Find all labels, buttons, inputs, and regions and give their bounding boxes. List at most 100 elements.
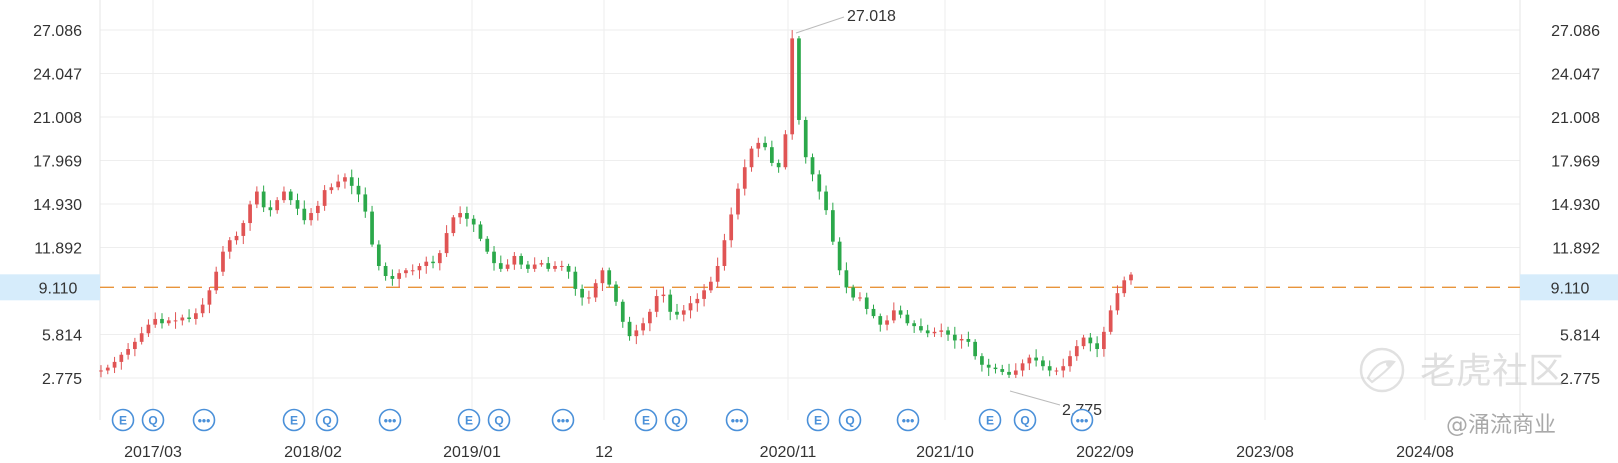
candle-body	[783, 134, 788, 168]
candle-body	[431, 261, 435, 264]
candle-body	[864, 297, 869, 309]
candle-body	[153, 318, 158, 325]
candle-body	[194, 313, 198, 319]
candle-body	[295, 200, 300, 209]
candle-body	[790, 38, 795, 135]
candle-body	[681, 310, 686, 315]
candle-body	[173, 320, 178, 322]
y-tick-label-left: 11.892	[34, 240, 82, 257]
candle-body	[465, 213, 469, 219]
more-event-icon[interactable]: •••	[378, 408, 402, 432]
more-event-icon[interactable]: •••	[1070, 408, 1094, 432]
candle-body	[532, 264, 537, 269]
candle-body	[553, 265, 557, 269]
candle-body	[1007, 371, 1011, 375]
earnings-event-icon[interactable]: E	[634, 408, 658, 432]
quarterly-event-icon[interactable]: Q	[838, 408, 862, 432]
x-tick-label: 2019/01	[443, 444, 501, 461]
candle-body	[654, 296, 659, 312]
quarterly-event-icon[interactable]: Q	[664, 408, 688, 432]
candle-body	[444, 233, 449, 254]
candle-body	[133, 341, 137, 350]
svg-text:Q: Q	[148, 414, 157, 428]
candle-body	[288, 191, 293, 201]
candle-body	[99, 370, 103, 372]
quarterly-event-icon[interactable]: Q	[315, 408, 339, 432]
y-tick-label-left: 21.008	[33, 110, 82, 127]
quarterly-event-icon[interactable]: Q	[141, 408, 165, 432]
y-tick-label-left: 17.969	[33, 154, 82, 171]
earnings-event-icon[interactable]: E	[978, 408, 1002, 432]
candle-body	[587, 297, 591, 299]
candle-body	[709, 281, 713, 291]
more-event-icon[interactable]: •••	[551, 408, 575, 432]
candle-body	[546, 263, 551, 269]
candle-body	[614, 284, 618, 302]
svg-text:Q: Q	[671, 414, 680, 428]
candle-body	[885, 320, 889, 325]
candle-body	[952, 334, 957, 341]
candle-body	[566, 265, 571, 272]
grid-layer	[99, 0, 1521, 420]
candle-body	[363, 194, 368, 212]
candle-body	[315, 205, 320, 214]
candle-body	[1027, 357, 1032, 364]
candle-body	[932, 331, 937, 334]
candle-body	[302, 208, 307, 221]
candle-body	[1068, 356, 1072, 367]
svg-text:•••: •••	[902, 414, 915, 428]
y-tick-label-right: 21.008	[1551, 110, 1600, 127]
svg-text:•••: •••	[384, 414, 397, 428]
candle-body	[871, 308, 876, 317]
candle-body	[878, 316, 883, 325]
more-event-icon[interactable]: •••	[725, 408, 749, 432]
candle-body	[505, 264, 510, 269]
candle-body	[756, 142, 761, 149]
candle-body	[458, 213, 463, 218]
candle-body	[993, 367, 998, 370]
candle-body	[580, 288, 584, 298]
earnings-event-icon[interactable]: E	[282, 408, 306, 432]
candle-body	[1088, 337, 1093, 344]
svg-text:E: E	[290, 414, 298, 428]
candle-body	[526, 264, 530, 269]
svg-text:Q: Q	[494, 414, 503, 428]
earnings-event-icon[interactable]: E	[806, 408, 830, 432]
candle-body	[607, 270, 612, 285]
candle-body	[187, 317, 191, 319]
candle-body	[973, 341, 978, 357]
candle-body	[749, 148, 754, 168]
candle-body	[1095, 343, 1099, 350]
watermark-brand: 老虎社区	[1420, 351, 1564, 392]
quarterly-event-icon[interactable]: Q	[1013, 408, 1037, 432]
candle-body	[702, 290, 706, 299]
candle-body	[1013, 370, 1018, 375]
more-event-icon[interactable]: •••	[192, 408, 216, 432]
candle-body	[600, 270, 605, 284]
candle-body	[1054, 370, 1059, 372]
high-annotation: 27.018	[847, 8, 896, 25]
candle-body	[1061, 366, 1066, 371]
candle-body	[1047, 366, 1052, 371]
candle-body	[742, 167, 747, 189]
candle-body	[661, 294, 666, 297]
y-tick-label-right: 24.047	[1551, 67, 1600, 84]
candle-body	[248, 204, 252, 224]
svg-text:•••: •••	[557, 414, 570, 428]
svg-text:E: E	[814, 414, 822, 428]
candle-body	[891, 310, 896, 321]
candle-body	[966, 338, 971, 342]
quarterly-event-icon[interactable]: Q	[487, 408, 511, 432]
more-event-icon[interactable]: •••	[896, 408, 920, 432]
candle-body	[261, 191, 266, 208]
earnings-event-icon[interactable]: E	[111, 408, 135, 432]
candle-body	[912, 323, 917, 327]
earnings-event-icon[interactable]: E	[457, 408, 481, 432]
candle-body	[498, 263, 503, 269]
candle-body	[763, 142, 767, 148]
candle-body	[559, 265, 564, 267]
candle-body	[275, 200, 280, 211]
svg-text:•••: •••	[198, 414, 211, 428]
candle-body	[105, 367, 110, 371]
